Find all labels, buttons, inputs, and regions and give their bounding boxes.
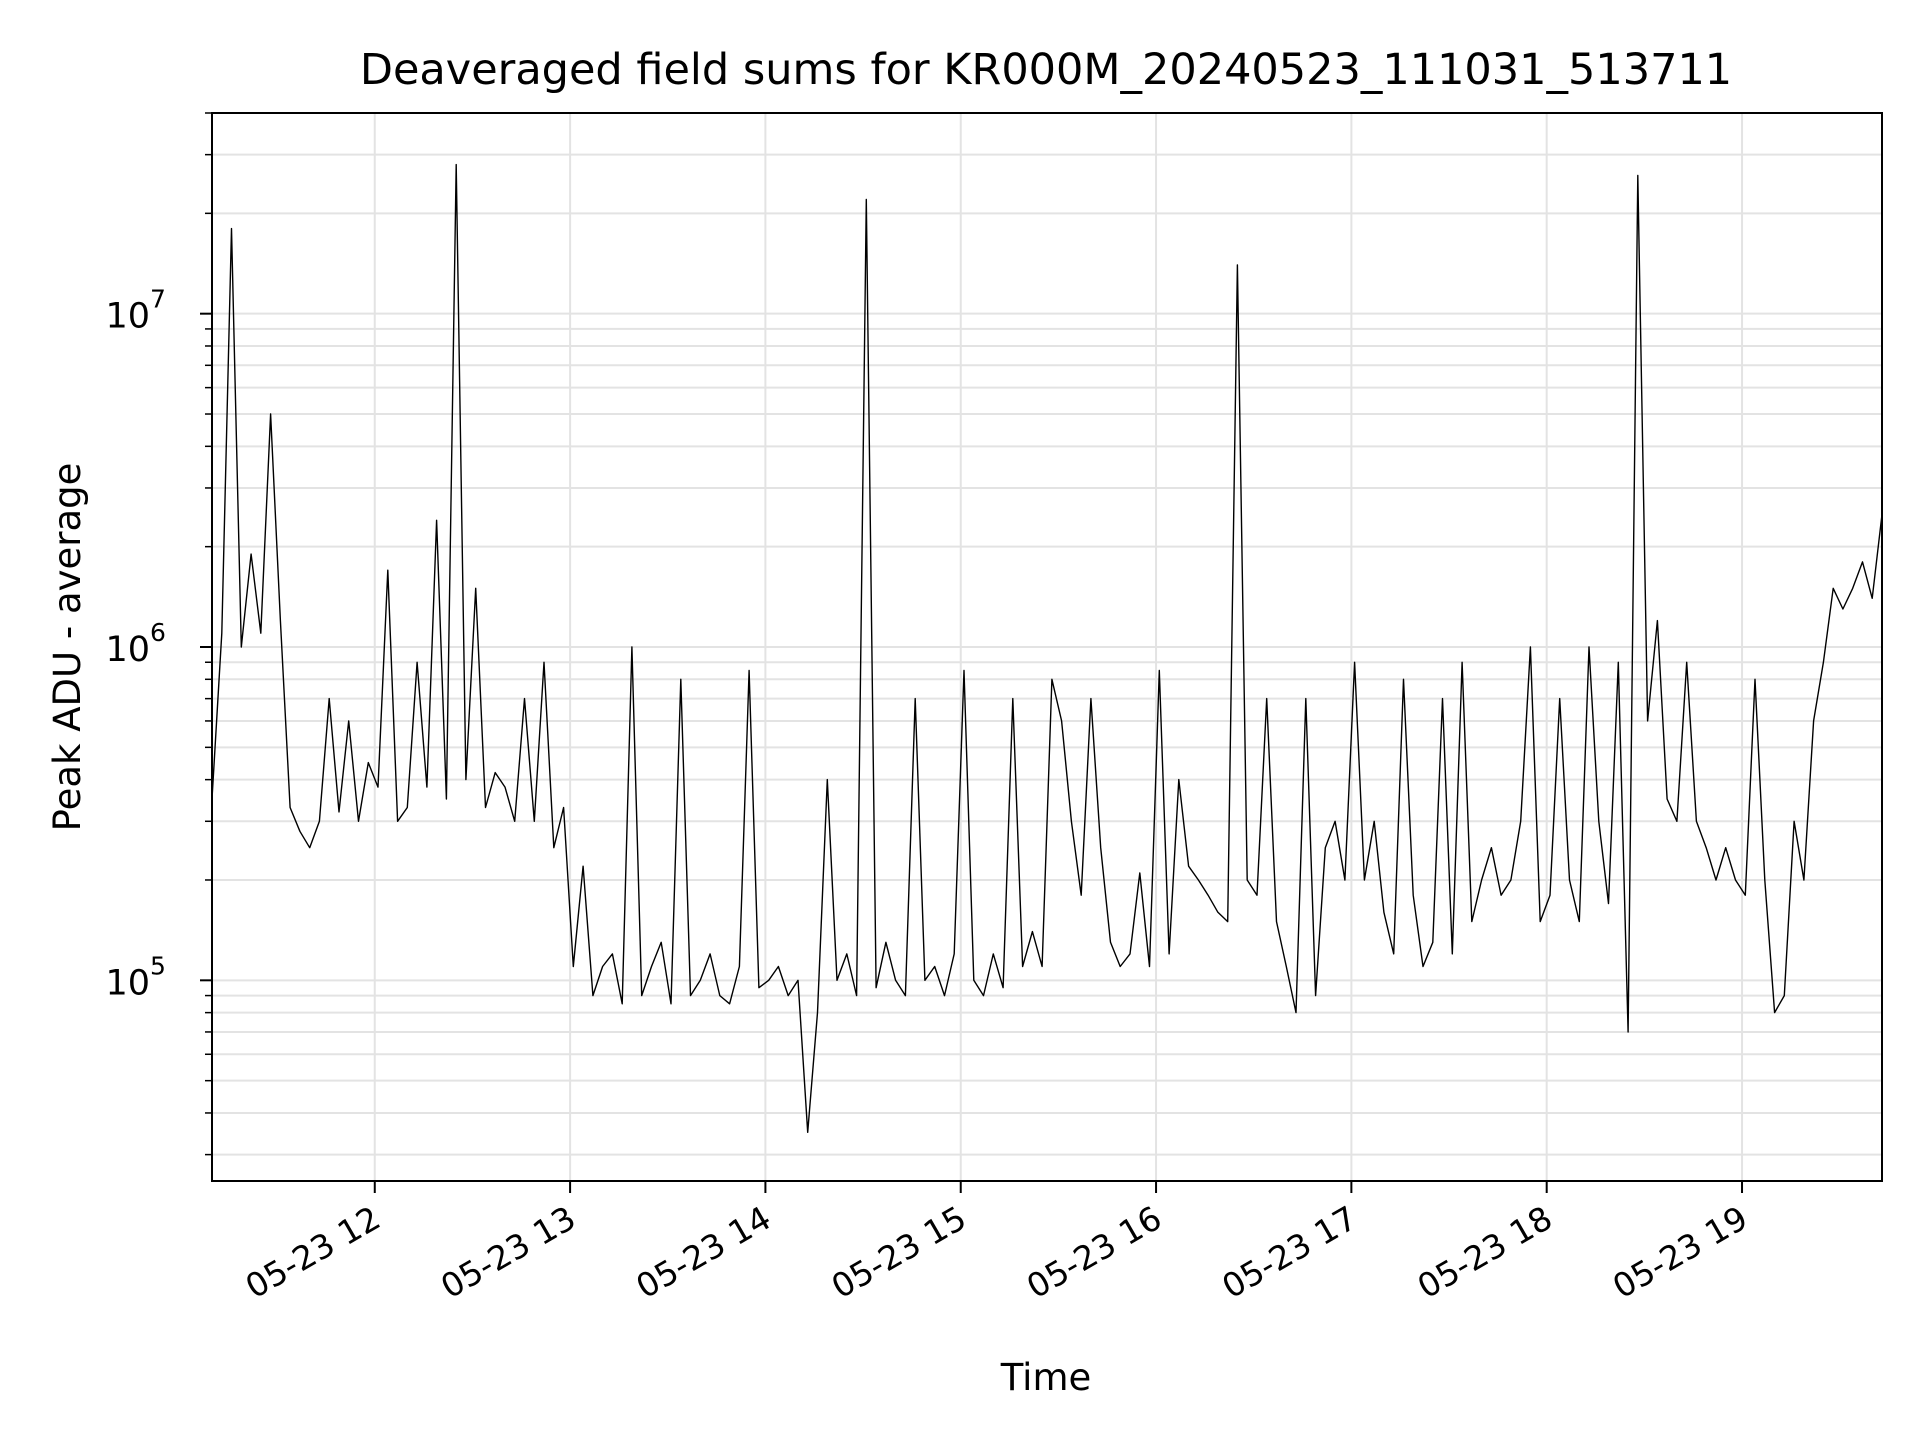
y-tick-exponent: 5 xyxy=(150,951,166,980)
x-tick-label: 05-23 19 xyxy=(1606,1198,1754,1306)
x-tick-label: 05-23 14 xyxy=(629,1198,777,1306)
y-tick-label: 10 xyxy=(105,297,150,337)
x-axis-label: Time xyxy=(1000,1356,1092,1399)
x-tick-label: 05-23 13 xyxy=(434,1198,582,1306)
y-axis-label: Peak ADU - average xyxy=(46,463,89,832)
grid xyxy=(212,112,1882,1181)
x-tick-label: 05-23 12 xyxy=(239,1198,387,1306)
x-tick-label: 05-23 17 xyxy=(1215,1198,1363,1306)
y-tick-exponent: 6 xyxy=(150,618,166,647)
chart-title: Deaveraged field sums for KR000M_2024052… xyxy=(360,45,1732,95)
y-tick-label: 10 xyxy=(105,963,150,1003)
series-line xyxy=(211,163,1883,1134)
series-layer xyxy=(211,163,1883,1134)
x-tick-label: 05-23 15 xyxy=(825,1198,973,1306)
x-tick-label: 05-23 18 xyxy=(1411,1198,1559,1306)
y-tick-exponent: 7 xyxy=(150,285,166,314)
x-tick-label: 05-23 16 xyxy=(1020,1198,1168,1306)
x-axis: 05-23 12 05-23 13 05-23 14 05-23 15 05-23 16… xyxy=(239,1181,1754,1306)
y-tick-label: 10 xyxy=(105,630,150,670)
